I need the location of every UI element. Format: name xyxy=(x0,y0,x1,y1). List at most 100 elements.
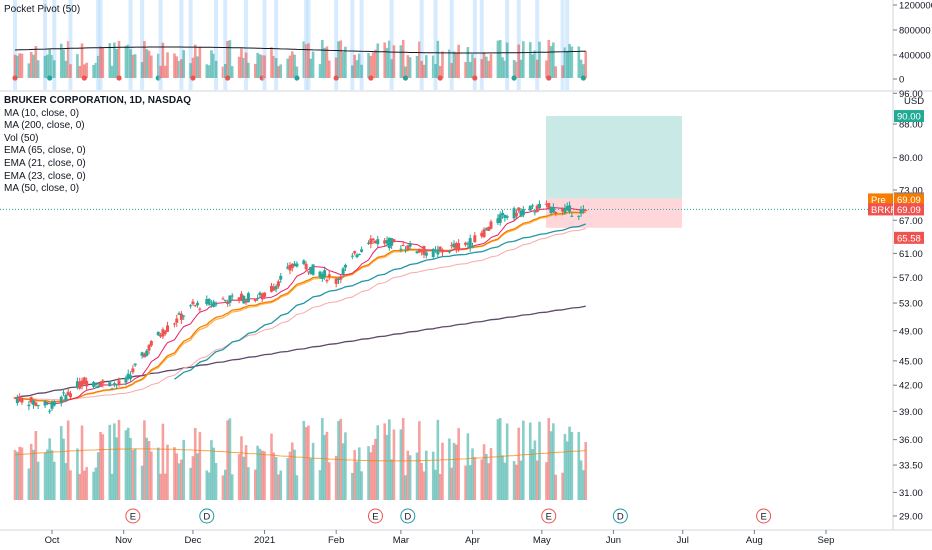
pivot-volume-bar xyxy=(535,59,539,78)
volume-bar xyxy=(309,458,313,500)
candle-body xyxy=(290,263,294,269)
pivot-volume-bar xyxy=(50,54,54,78)
price-y-tick-label: 36.00 xyxy=(899,435,923,446)
volume-bar xyxy=(533,440,537,500)
volume-bar xyxy=(212,447,216,500)
volume-bar xyxy=(577,432,581,500)
pivot-volume-bar xyxy=(568,43,571,78)
volume-bar xyxy=(512,461,516,500)
x-tick-label: Jul xyxy=(677,535,689,546)
volume-bar xyxy=(145,437,149,500)
pivot-volume-bar xyxy=(92,64,95,78)
volume-bar xyxy=(78,473,82,500)
candle-body xyxy=(214,303,218,305)
pivot-volume-bar xyxy=(126,44,130,78)
volume-bar xyxy=(353,450,356,500)
volume-bar xyxy=(325,431,329,500)
x-tick-label: Feb xyxy=(328,535,344,546)
pivot-highlight xyxy=(158,0,163,90)
candle-body xyxy=(263,292,267,297)
candle-body xyxy=(82,377,86,384)
candle-body xyxy=(415,251,419,254)
candle-body xyxy=(94,383,98,386)
candle-body xyxy=(561,207,565,212)
pivot-volume-bar xyxy=(496,40,500,78)
volume-bar xyxy=(468,465,472,500)
candle-body xyxy=(570,215,574,217)
volume-bar xyxy=(293,449,296,500)
volume-bar xyxy=(175,453,179,500)
candle-body xyxy=(62,392,66,394)
candle-body xyxy=(549,206,553,213)
pivot-volume-bar xyxy=(552,42,555,78)
pivot-volume-bar xyxy=(110,65,114,78)
pivot-volume-bar xyxy=(401,40,405,78)
pivot-volume-bar xyxy=(441,51,444,78)
candle-body xyxy=(244,300,248,303)
candle-body xyxy=(15,398,19,404)
volume-bar xyxy=(113,423,116,500)
volume-bar xyxy=(318,470,322,500)
volume-bar xyxy=(545,462,548,500)
volume-bar xyxy=(129,437,132,500)
volume-bar xyxy=(124,430,128,500)
pivot-volume-bar xyxy=(517,44,521,78)
pivot-volume-bar xyxy=(256,52,259,78)
price-label-box xyxy=(894,203,924,216)
candle-body xyxy=(392,239,396,242)
volume-bar xyxy=(466,433,470,500)
candle-body xyxy=(239,293,243,301)
candle-body xyxy=(191,301,195,305)
pivot-volume-bar xyxy=(230,66,234,78)
candle-body xyxy=(182,315,186,317)
volume-bar xyxy=(180,459,183,500)
volume-bar xyxy=(221,475,225,500)
candle-body xyxy=(408,243,412,247)
candle-body xyxy=(142,353,146,358)
volume-bar xyxy=(505,423,509,500)
candle-body xyxy=(237,297,241,301)
volume-bar xyxy=(32,449,35,500)
candle-body xyxy=(92,382,96,387)
volume-bar xyxy=(448,438,451,500)
volume-bar xyxy=(464,465,467,500)
candle-body xyxy=(353,251,357,254)
volume-bar xyxy=(344,432,347,500)
volume-bar xyxy=(50,450,54,500)
pivot-highlight xyxy=(179,0,184,90)
candle-body xyxy=(417,248,421,253)
volume-bar xyxy=(161,423,165,500)
volume-bar xyxy=(62,438,65,500)
pivot-volume-bar xyxy=(196,56,199,78)
pivot-volume-bar xyxy=(424,55,428,78)
candle-body xyxy=(193,305,197,307)
candle-body xyxy=(108,382,112,387)
pivot-volume-bar xyxy=(295,66,299,78)
volume-bar xyxy=(189,467,192,500)
pivot-volume-bar xyxy=(341,51,345,78)
pivot-volume-bar xyxy=(318,64,322,78)
volume-bar xyxy=(519,460,523,500)
price-y-tick-label: 96.00 xyxy=(899,89,923,100)
candle-body xyxy=(172,323,176,325)
pivot-volume-bar xyxy=(147,50,151,78)
candle-body xyxy=(27,404,31,407)
pivot-volume-bar xyxy=(140,62,144,78)
candle-body xyxy=(487,227,491,231)
ma200-line xyxy=(14,305,586,399)
pivot-volume-bar xyxy=(46,54,49,78)
candle-body xyxy=(75,381,79,387)
volume-bar xyxy=(415,452,419,500)
pivot-dot xyxy=(294,75,300,81)
pivot-volume-bar xyxy=(545,60,548,78)
pivot-volume-bar xyxy=(311,51,315,78)
candle-body xyxy=(286,266,290,269)
candle-body xyxy=(161,329,165,337)
candle-body xyxy=(369,238,373,245)
candle-body xyxy=(336,278,340,281)
volume-bar xyxy=(406,450,410,500)
candle-body xyxy=(209,304,213,306)
pivot-volume-bar xyxy=(321,40,324,78)
pivot-volume-bar xyxy=(66,41,70,78)
